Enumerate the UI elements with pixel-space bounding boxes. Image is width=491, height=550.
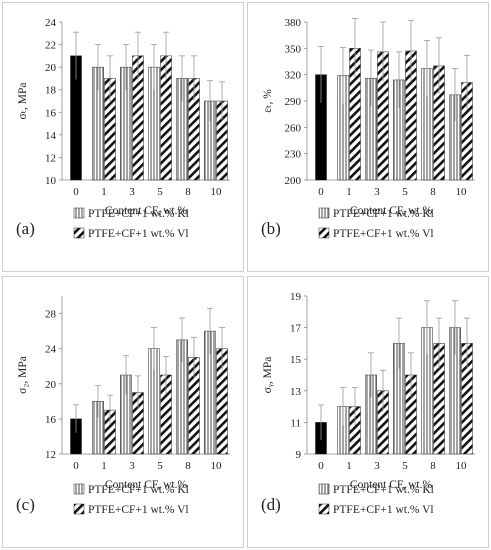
legend-label-kl: PTFE+CF+1 wt.% Kl [88, 208, 189, 220]
legend-label-vl: PTFE+CF+1 wt.% Vl [88, 504, 189, 516]
legend-swatch-kl [318, 207, 330, 219]
y-tick-label: 19 [290, 291, 302, 303]
panel-b: 200 230 260 290 320 350 380 εₜ, % 0 1 3 5 8 10 Content… [247, 2, 489, 272]
legend-label-vl: PTFE+CF+1 wt.% Vl [88, 228, 189, 240]
y-tick-label: 13 [290, 386, 302, 398]
legend-label-kl: PTFE+CF+1 wt.% Kl [333, 484, 434, 496]
y-tick-label: 14 [45, 130, 57, 142]
legend-swatch-vl [318, 227, 330, 239]
x-tick-label: 8 [185, 186, 191, 198]
x-tick-label: 3 [374, 186, 380, 198]
x-tick-label: 8 [185, 460, 191, 472]
x-tick-label: 0 [318, 186, 324, 198]
legend-swatch-vl [73, 503, 85, 515]
y-tick-label: 16 [45, 107, 57, 119]
y-tick-label: 24 [45, 344, 57, 356]
panel-label: (b) [261, 219, 281, 238]
x-tick-label: 1 [346, 186, 352, 198]
legend-label-vl: PTFE+CF+1 wt.% Vl [333, 228, 434, 240]
x-tick-label: 3 [374, 460, 380, 472]
y-tick-label: 11 [290, 417, 301, 429]
y-tick-label: 15 [290, 354, 302, 366]
panel-frame [247, 2, 489, 272]
y-tick-label: 20 [45, 62, 57, 74]
y-tick-label: 17 [290, 323, 302, 335]
x-tick-label: 10 [211, 186, 223, 198]
panel-label: (d) [261, 495, 281, 514]
x-axis-label: Content CF, wt.% [350, 479, 433, 491]
panel-label: (a) [16, 219, 35, 238]
x-tick-label: 8 [430, 186, 436, 198]
y-axis-label: σ₂, MPa [17, 356, 29, 394]
panel-label: (c) [16, 495, 35, 514]
y-tick-label: 290 [285, 96, 302, 108]
y-tick-label: 28 [45, 309, 57, 321]
legend-swatch-vl [73, 227, 85, 239]
x-tick-label: 1 [101, 186, 107, 198]
y-tick-label: 380 [285, 17, 302, 29]
legend-swatch-kl [73, 207, 85, 219]
x-tick-label: 1 [346, 460, 352, 472]
x-tick-label: 0 [318, 460, 324, 472]
y-tick-label: 260 [285, 122, 302, 134]
y-tick-label: 24 [45, 17, 57, 29]
x-tick-label: 10 [456, 460, 468, 472]
y-tick-label: 20 [45, 379, 57, 391]
x-tick-label: 10 [456, 186, 468, 198]
x-tick-label: 5 [402, 460, 408, 472]
y-axis-label: σₜ, MPa [17, 82, 29, 119]
y-tick-label: 12 [45, 449, 56, 461]
y-tick-label: 350 [285, 43, 302, 55]
legend-label-kl: PTFE+CF+1 wt.% Kl [88, 484, 189, 496]
x-axis-label: Content CF, wt.% [105, 479, 188, 491]
legend-label-kl: PTFE+CF+1 wt.% Kl [333, 208, 434, 220]
y-tick-label: 230 [285, 149, 302, 161]
x-tick-label: 0 [73, 460, 79, 472]
x-axis-label: Content CF, wt.% [350, 205, 433, 217]
y-tick-label: 200 [285, 175, 302, 187]
x-tick-label: 5 [157, 186, 163, 198]
legend-swatch-vl [318, 503, 330, 515]
y-tick-label: 12 [45, 152, 56, 164]
x-axis-label: Content CF, wt.% [105, 205, 188, 217]
x-tick-label: 1 [101, 460, 107, 472]
x-tick-label: 5 [402, 186, 408, 198]
x-tick-label: 3 [129, 460, 135, 472]
legend-swatch-kl [73, 483, 85, 495]
y-axis-label: εₜ, % [262, 89, 274, 113]
y-axis-label: σᵧ, MPa [262, 357, 274, 394]
x-tick-label: 3 [129, 186, 135, 198]
x-tick-label: 10 [211, 460, 223, 472]
y-tick-label: 22 [45, 40, 56, 52]
y-tick-label: 10 [45, 175, 57, 187]
y-tick-label: 9 [296, 449, 302, 461]
x-tick-label: 5 [157, 460, 163, 472]
y-tick-label: 18 [45, 85, 57, 97]
x-tick-label: 0 [73, 186, 79, 198]
x-tick-label: 8 [430, 460, 436, 472]
panel-a: 10 12 14 16 18 20 22 24 σₜ, MPa 0 1 3 5 8 10 Content CF… [2, 2, 244, 272]
panel-c: 12 16 20 24 28 σ₂, MPa 0 1 3 5 8 10 Content CF, wt.%… [2, 276, 244, 548]
legend-swatch-kl [318, 483, 330, 495]
legend-label-vl: PTFE+CF+1 wt.% Vl [333, 504, 434, 516]
y-tick-label: 320 [285, 70, 302, 82]
y-tick-label: 16 [45, 414, 57, 426]
